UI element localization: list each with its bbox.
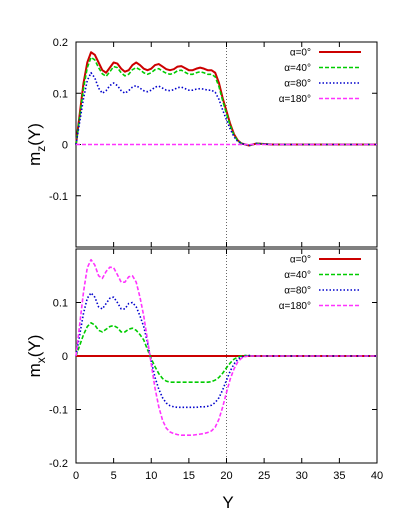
x-tick-label: 25: [258, 470, 270, 482]
series-line: [75, 258, 377, 436]
panel-top: 0.2 0.1 0 -0.1 mz(Y) α=0° α=40° α=80° α=180°: [25, 37, 378, 248]
legend: α=0° α=40° α=80° α=180°: [279, 48, 361, 105]
legend-label: α=180°: [279, 94, 311, 105]
y-axis-label-top: mz(Y): [25, 123, 48, 166]
legend-label: α=0°: [290, 48, 311, 59]
series-line: [75, 71, 377, 147]
x-tick-label: 15: [183, 470, 195, 482]
y-axis-label-bottom: mx(Y): [25, 335, 48, 378]
y-tick-label: 0: [62, 140, 68, 152]
y-tick-label: 0: [62, 351, 68, 363]
x-tick-label: 40: [371, 470, 383, 482]
legend-label: α=180°: [279, 301, 311, 312]
x-tick-label: 35: [333, 470, 345, 482]
series-line: [75, 56, 377, 147]
y-tick-label: 0.1: [53, 298, 68, 310]
series-line: [75, 51, 377, 147]
series-line: [75, 322, 377, 384]
y-tick-label: 0.2: [53, 37, 68, 49]
x-tick-label: 10: [145, 470, 157, 482]
y-tick-label: 0.1: [53, 88, 68, 100]
x-tick-label: 30: [296, 470, 308, 482]
legend-label: α=40°: [284, 270, 311, 281]
legend-label: α=0°: [290, 255, 311, 266]
y-tick-label: -0.1: [49, 191, 68, 203]
legend: α=0° α=40° α=80° α=180°: [279, 255, 361, 312]
panel-bottom: 0.1 0 -0.1 -0.2 0 5 10 15 20 25 30 35 40 mx(Y) α=0° α=4…: [25, 248, 383, 482]
x-tick-label: 5: [111, 470, 117, 482]
legend-label: α=80°: [284, 79, 311, 90]
x-tick-label: 0: [73, 470, 79, 482]
x-axis-label: Y: [222, 493, 233, 512]
legend-label: α=40°: [284, 63, 311, 74]
y-tick-label: -0.1: [49, 405, 68, 417]
legend-label: α=80°: [284, 286, 311, 297]
x-tick-label: 20: [220, 470, 232, 482]
y-tick-label: -0.2: [49, 458, 68, 470]
